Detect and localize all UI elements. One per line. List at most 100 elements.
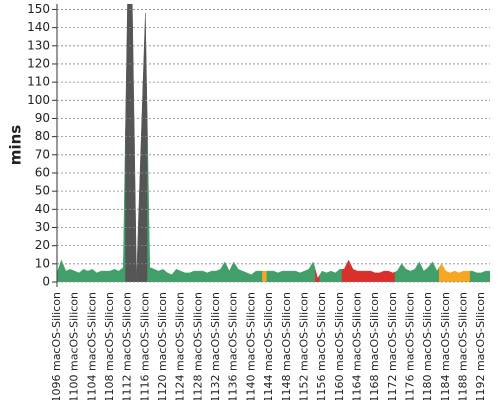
y-tick-label: 40 xyxy=(35,202,50,216)
area-segment xyxy=(350,264,356,282)
area-segment xyxy=(408,269,413,282)
x-tick-label: #1172 macOS-Silicon xyxy=(386,292,399,400)
area-segment xyxy=(165,270,170,282)
area-segment xyxy=(85,269,91,282)
x-tick-label: #1116 macOS-Silicon xyxy=(138,292,151,400)
y-tick-label: 120 xyxy=(27,56,50,70)
x-tick-label: #1164 macOS-Silicon xyxy=(350,292,363,400)
x-tick-label: #1192 macOS-Silicon xyxy=(474,292,487,400)
area-segment xyxy=(301,269,307,282)
area-segment xyxy=(231,261,237,282)
area-segment xyxy=(469,270,475,282)
area-segment xyxy=(72,269,78,282)
area-segment xyxy=(129,4,135,282)
area-segment xyxy=(169,271,175,282)
area-segment xyxy=(271,270,276,282)
area-segment xyxy=(103,270,109,282)
area-segment xyxy=(107,269,113,282)
area-segment xyxy=(58,259,64,282)
area-segment xyxy=(275,271,281,282)
area-segment xyxy=(182,271,188,282)
area-segment xyxy=(483,270,489,282)
area-segment xyxy=(341,264,347,282)
area-segment xyxy=(324,271,329,282)
area-segment xyxy=(200,270,206,282)
area-segment xyxy=(337,269,343,282)
x-tick-label: #1132 macOS-Silicon xyxy=(209,292,222,400)
area-segment xyxy=(138,79,144,282)
y-axis-label: mins xyxy=(7,125,25,165)
y-tick-label: 80 xyxy=(35,129,50,143)
y-tick-label: 0 xyxy=(42,275,50,289)
area-segment xyxy=(67,269,73,282)
area-segment xyxy=(403,265,409,282)
x-tick-label: #1140 macOS-Silicon xyxy=(244,292,257,400)
area-segment xyxy=(319,270,325,282)
x-tick-label: #1160 macOS-Silicon xyxy=(333,292,346,400)
area-segment xyxy=(266,270,272,282)
area-segment xyxy=(151,267,157,282)
area-segment xyxy=(430,261,436,282)
y-tick-label: 30 xyxy=(35,220,50,234)
area-segment xyxy=(461,270,466,282)
area-segment xyxy=(288,270,294,282)
area-segment xyxy=(209,270,215,282)
area-segment xyxy=(178,269,184,282)
area-segment xyxy=(222,261,228,282)
y-tick-label: 150 xyxy=(27,2,50,16)
area-segment xyxy=(173,268,179,282)
x-tick-label: #1156 macOS-Silicon xyxy=(315,292,328,400)
area-segment xyxy=(438,263,444,282)
area-segment xyxy=(310,261,316,282)
area-segment xyxy=(116,268,122,282)
x-tick-label: #1180 macOS-Silicon xyxy=(421,292,434,400)
x-tick-label: #1144 macOS-Silicon xyxy=(262,292,275,400)
x-tick-label: #1108 macOS-Silicon xyxy=(103,292,116,400)
x-tick-label: #1104 macOS-Silicon xyxy=(85,292,98,400)
x-tick-label: #1184 macOS-Silicon xyxy=(439,292,452,400)
x-tick-label: #1136 macOS-Silicon xyxy=(227,292,240,400)
area-segment xyxy=(160,268,166,282)
area-segment xyxy=(443,266,449,282)
area-segment xyxy=(81,268,86,282)
area-segment xyxy=(346,259,352,282)
area-segment xyxy=(191,270,197,282)
area-segment xyxy=(452,270,458,282)
area-segment xyxy=(447,271,453,282)
y-tick-label: 110 xyxy=(27,75,50,89)
x-tick-label: #1124 macOS-Silicon xyxy=(174,292,187,400)
area-segment xyxy=(381,270,387,282)
y-tick-label: 20 xyxy=(35,238,50,252)
area-segment xyxy=(354,269,360,282)
area-segment xyxy=(306,264,312,282)
area-segment xyxy=(465,270,471,282)
area-segment xyxy=(377,271,382,282)
area-segment xyxy=(412,264,418,282)
area-segment xyxy=(262,270,268,282)
area-segment xyxy=(187,271,193,282)
area-segment xyxy=(204,271,210,282)
area-segment xyxy=(421,266,427,282)
area-segment xyxy=(474,271,480,282)
x-tick-label: #1120 macOS-Silicon xyxy=(156,292,169,400)
area-segment xyxy=(120,129,126,282)
area-segment xyxy=(478,271,484,282)
area-segment xyxy=(368,270,374,282)
area-segment xyxy=(363,270,369,282)
area-segment xyxy=(293,270,299,282)
area-segment xyxy=(218,264,223,282)
area-segment xyxy=(195,270,201,282)
y-tick-label: 90 xyxy=(35,111,50,125)
area-segment xyxy=(235,264,241,282)
area-segment xyxy=(213,269,219,282)
area-segment xyxy=(390,271,396,282)
area-segment xyxy=(328,270,334,282)
area-segment xyxy=(240,269,246,282)
y-tick-label: 130 xyxy=(27,38,50,52)
area-segment xyxy=(257,270,263,282)
area-segment xyxy=(279,270,285,282)
area-segment xyxy=(315,270,321,282)
area-segment xyxy=(456,271,462,282)
